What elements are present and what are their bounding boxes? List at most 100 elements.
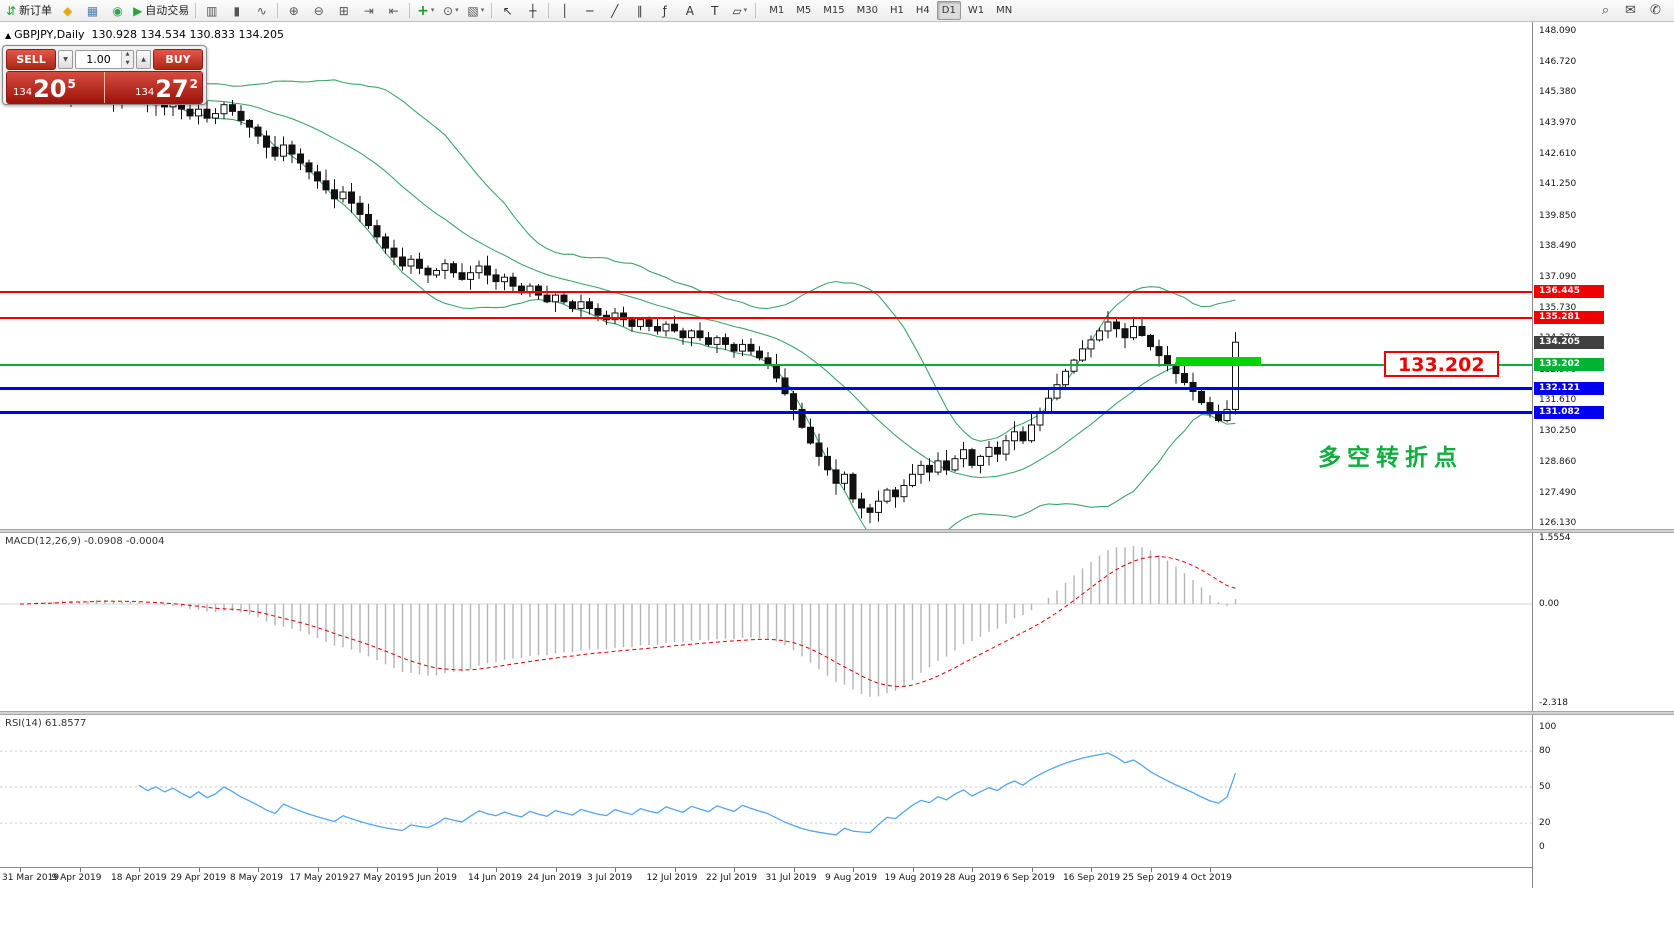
profiles-icon[interactable]: ▦ (80, 0, 105, 21)
sell-price-frac: 5 (67, 77, 76, 91)
timeframe-w1-button[interactable]: W1 (967, 5, 985, 16)
chart-shift-button[interactable]: ⇤ (381, 0, 406, 21)
vertical-line-button[interactable]: │ (552, 0, 577, 21)
horizontal-line-button[interactable]: ─ (577, 0, 602, 21)
timeframe-d1-button[interactable]: D1 (936, 1, 961, 20)
turning-point-note[interactable]: 多空转折点 (1318, 445, 1463, 471)
pane-splitter[interactable] (0, 529, 1674, 533)
auto-scroll-glyph-icon: ⇥ (363, 3, 374, 18)
horizontal-line-133.202[interactable] (0, 363, 1532, 366)
tile-windows-button[interactable]: ⊞ (331, 0, 356, 21)
timeframe-m30-button[interactable]: M30 (856, 5, 879, 16)
volume-spinner: ▲ ▼ (121, 50, 133, 68)
timeframe-mn-button[interactable]: MN (996, 5, 1013, 16)
date-axis[interactable]: 31 Mar 2019 9 Apr 2019 18 Apr 2019 29 Apr 2… (0, 867, 1532, 888)
date-tick (20, 868, 21, 872)
chart-type-bars-button[interactable]: ▥ (199, 0, 224, 21)
indicators-button[interactable]: + ▾ (413, 0, 438, 21)
shapes-button[interactable]: ▱ ▾ (727, 0, 752, 21)
periods-button[interactable]: ⊙ ▾ (438, 0, 463, 21)
price-axis-label: 131.610 (1539, 395, 1577, 406)
price-axis-label: 137.090 (1539, 272, 1577, 283)
chart-type-candles-button[interactable]: ▮ (224, 0, 249, 21)
metaeditor-icon[interactable]: ◆ (55, 0, 80, 21)
equidistant-channel-glyph-icon: ∥ (636, 3, 643, 18)
chat-icon[interactable]: ✉ (1618, 0, 1643, 21)
zoom-in-button[interactable]: ⊕ (281, 0, 306, 21)
rsi-canvas[interactable] (0, 715, 1532, 867)
rsi-axis-label: 80 (1539, 746, 1551, 756)
volume-down-button[interactable]: ▼ (122, 59, 133, 68)
sell-price-button[interactable]: 134 20 5 (7, 72, 104, 103)
chart-shift-glyph-icon: ⇤ (388, 3, 399, 18)
one-click-collapse-icon[interactable]: ▲ (5, 31, 12, 40)
support-icon[interactable]: ✆ (1643, 0, 1668, 21)
new-order-button[interactable]: ⇵ 新订单 (3, 0, 55, 21)
buy-dropdown-button[interactable]: ▲ (136, 49, 151, 69)
date-label: 16 Sep 2019 (1063, 873, 1121, 883)
search-icon-glyph-icon: ⌕ (1601, 3, 1610, 18)
volume-up-button[interactable]: ▲ (122, 50, 133, 59)
templates-glyph-icon: ▧ (467, 3, 479, 18)
sell-button[interactable]: SELL (6, 48, 56, 70)
horizontal-line-135.281[interactable] (0, 316, 1532, 319)
support-zone-rectangle[interactable] (1176, 356, 1261, 367)
date-tick (139, 868, 140, 872)
horizontal-line-131.082[interactable] (0, 410, 1532, 414)
auto-scroll-button[interactable]: ⇥ (356, 0, 381, 21)
rsi-pane[interactable]: RSI(14) 61.8577 (0, 715, 1532, 867)
zoom-out-button[interactable]: ⊖ (306, 0, 331, 21)
trendline-button[interactable]: ╱ (602, 0, 627, 21)
macd-canvas[interactable] (0, 533, 1532, 711)
date-label: 18 Apr 2019 (111, 873, 167, 883)
templates-button[interactable]: ▧ ▾ (463, 0, 488, 21)
volume-input[interactable] (76, 50, 121, 68)
date-tick (436, 868, 438, 872)
equidistant-channel-button[interactable]: ∥ (627, 0, 652, 21)
timeframe-m15-button[interactable]: M15 (823, 5, 845, 16)
sell-dropdown-button[interactable]: ▼ (58, 49, 73, 69)
timeframe-h1-button[interactable]: H1 (890, 5, 904, 16)
date-label: 12 Jul 2019 (646, 873, 698, 883)
chart-type-line-button[interactable]: ∿ (249, 0, 274, 21)
timeframe-h4-button[interactable]: H4 (915, 5, 930, 16)
text-button[interactable]: A (677, 0, 702, 21)
crosshair-button[interactable]: ┼ (520, 0, 545, 21)
fibonacci-button[interactable]: ƒ (652, 0, 677, 21)
search-icon[interactable]: ⌕ (1593, 0, 1618, 21)
price-axis-label: 135.730 (1539, 302, 1577, 313)
macd-pane[interactable]: MACD(12,26,9) -0.0908 -0.0004 (0, 533, 1532, 711)
toolbar-separator (491, 3, 493, 18)
community-icon[interactable]: ◉ (105, 0, 130, 21)
price-axis-label: 141.250 (1539, 179, 1577, 190)
buy-button[interactable]: BUY (153, 48, 203, 70)
timeframe-m1-button[interactable]: M1 (769, 5, 785, 16)
horizontal-line-132.121[interactable] (0, 387, 1532, 391)
price-callout-label[interactable]: 133.202 (1384, 351, 1499, 377)
timeframe-m5-button[interactable]: M5 (796, 5, 812, 16)
date-label: 5 Jun 2019 (408, 873, 457, 883)
zoom-out-glyph-icon: ⊖ (313, 3, 324, 18)
date-tick (912, 868, 914, 872)
caret-down-icon: ▾ (743, 6, 748, 14)
price-tag-133.202: 133.202 (1534, 358, 1604, 371)
price-axis-label: 126.130 (1539, 518, 1577, 528)
support-icon-glyph-icon: ✆ (1650, 3, 1661, 18)
text-glyph-icon: A (685, 3, 694, 18)
date-label: 29 Apr 2019 (170, 873, 227, 883)
date-label: 6 Sep 2019 (1003, 873, 1055, 883)
cursor-button[interactable]: ↖ (495, 0, 520, 21)
main-chart-canvas[interactable] (0, 22, 1532, 529)
date-tick (615, 868, 616, 872)
horizontal-line-136.445[interactable] (0, 290, 1532, 293)
label-button[interactable]: T (702, 0, 727, 21)
toolbar: ⇵ 新订单 ◆ ▦ ◉ ▶ 自动交易 ▥ ▮ ∿ ⊕ ⊖ ⊞ ⇥ ⇤ + ▾ ⊙ ▾ ▧ ▾ ↖ ┼ │ ─ ╱ ∥ ƒ A T ▱ ▾ M1 M… (0, 0, 1674, 22)
buy-price-button[interactable]: 134 27 2 (104, 72, 202, 103)
main-price-pane[interactable]: ▲ GBPJPY,Daily 130.928 134.534 130.833 13… (0, 22, 1532, 529)
chart-title: ▲ GBPJPY,Daily 130.928 134.534 130.833 13… (5, 28, 284, 41)
pane-splitter[interactable] (0, 711, 1674, 715)
rsi-label: RSI(14) 61.8577 (5, 718, 87, 729)
new-order-button-label: 新订单 (19, 4, 53, 17)
autotrading-button[interactable]: ▶ 自动交易 (130, 0, 192, 21)
price-axis[interactable]: 148.090 146.720 145.380 143.970 142.610 141.2… (1532, 22, 1674, 888)
